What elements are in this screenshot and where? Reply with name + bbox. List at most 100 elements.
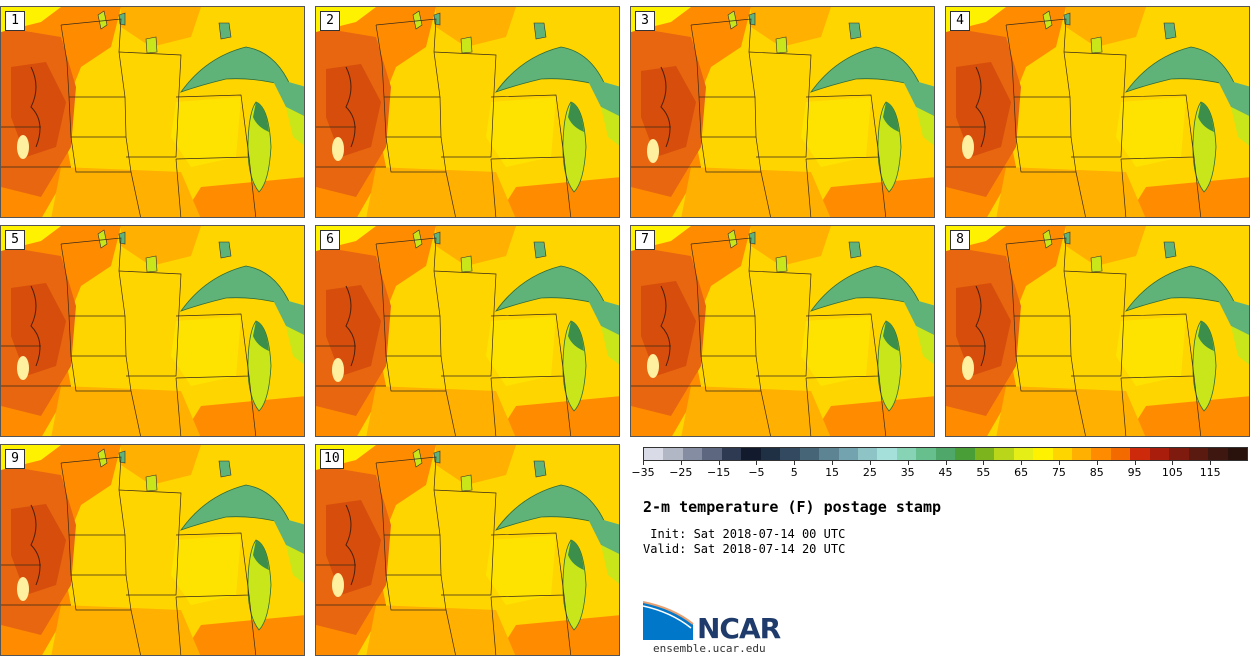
temperature-map <box>1 445 304 655</box>
member-map-panel: 3 <box>630 6 935 218</box>
temperature-map <box>631 226 934 436</box>
colorbar-tick <box>1172 461 1174 465</box>
colorbar-swatch <box>1208 448 1228 460</box>
colorbar-tick <box>983 461 985 465</box>
colorbar-swatch <box>1071 448 1092 460</box>
colorbar-tick-label: 105 <box>1161 466 1183 479</box>
init-time: Init: Sat 2018-07-14 00 UTC <box>643 527 846 541</box>
colorbar-swatch <box>1227 448 1248 460</box>
member-map-panel: 1 <box>0 6 305 218</box>
colorbar-swatch <box>644 448 664 460</box>
colorbar-swatch <box>1091 448 1111 460</box>
colorbar-tick-label: 45 <box>938 466 953 479</box>
colorbar-swatch <box>877 448 897 460</box>
colorbar-tick-label: 95 <box>1127 466 1142 479</box>
colorbar-swatch <box>955 448 975 460</box>
member-number-label: 6 <box>320 230 340 250</box>
temperature-map <box>631 7 934 217</box>
member-map-panel: 9 <box>0 444 305 656</box>
colorbar-swatch <box>721 448 742 460</box>
member-map-panel: 2 <box>315 6 620 218</box>
colorbar-tick <box>643 461 644 465</box>
colorbar-tick <box>1210 461 1212 465</box>
colorbar-swatch <box>760 448 781 460</box>
logo-url: ensemble.ucar.edu <box>653 642 766 655</box>
colorbar-tick <box>680 461 682 465</box>
temperature-map <box>316 445 619 655</box>
colorbar-tick <box>794 461 796 465</box>
colorbar-swatch <box>1013 448 1034 460</box>
colorbar-swatch <box>974 448 995 460</box>
colorbar-swatch <box>857 448 878 460</box>
member-number-label: 4 <box>950 11 970 31</box>
colorbar-tick-label: 15 <box>825 466 840 479</box>
member-number-label: 2 <box>320 11 340 31</box>
colorbar-swatch <box>1110 448 1131 460</box>
member-map-panel: 7 <box>630 225 935 437</box>
colorbar-tick-label: 55 <box>976 466 991 479</box>
temperature-map <box>1 7 304 217</box>
colorbar-swatch <box>1033 448 1053 460</box>
colorbar-tick-label: 5 <box>790 466 798 479</box>
member-number-label: 3 <box>635 11 655 31</box>
colorbar-swatch <box>799 448 820 460</box>
member-map-panel: 10 <box>315 444 620 656</box>
valid-time: Valid: Sat 2018-07-14 20 UTC <box>643 542 846 556</box>
colorbar-tick-label: 85 <box>1089 466 1104 479</box>
colorbar-tick-label: 115 <box>1199 466 1221 479</box>
colorbar-swatch <box>838 448 858 460</box>
colorbar-swatch <box>819 448 839 460</box>
temperature-map <box>946 226 1249 436</box>
member-number-label: 1 <box>5 11 25 31</box>
member-map-panel: 6 <box>315 225 620 437</box>
colorbar-tick-label: −5 <box>748 466 765 479</box>
member-map-panel: 8 <box>945 225 1250 437</box>
ncar-logo-text: NCAR <box>697 612 781 645</box>
colorbar-swatch <box>1052 448 1072 460</box>
member-number-label: 10 <box>320 449 344 469</box>
colorbar-swatch <box>916 448 936 460</box>
colorbar-tick <box>1021 461 1023 465</box>
colorbar <box>643 447 1248 461</box>
colorbar-swatch <box>935 448 956 460</box>
member-number-label: 8 <box>950 230 970 250</box>
colorbar-tick <box>869 461 871 465</box>
colorbar-swatch <box>780 448 800 460</box>
colorbar-tick <box>1058 461 1060 465</box>
colorbar-tick <box>945 461 947 465</box>
colorbar-tick-label: −25 <box>669 466 693 479</box>
colorbar-swatch <box>663 448 683 460</box>
colorbar-tick-label: −15 <box>707 466 731 479</box>
colorbar-swatch <box>1149 448 1170 460</box>
colorbar-tick <box>718 461 720 465</box>
temperature-map <box>1 226 304 436</box>
ncar-logo-icon <box>643 601 694 640</box>
plot-title: 2-m temperature (F) postage stamp <box>643 498 942 516</box>
colorbar-tick <box>907 461 909 465</box>
colorbar-swatch <box>994 448 1014 460</box>
temperature-map <box>946 7 1249 217</box>
colorbar-tick-label: 65 <box>1014 466 1029 479</box>
member-number-label: 5 <box>5 230 25 250</box>
colorbar-swatch <box>741 448 761 460</box>
colorbar-tick <box>756 461 758 465</box>
colorbar-swatch <box>1169 448 1189 460</box>
colorbar-tick <box>832 461 834 465</box>
member-number-label: 7 <box>635 230 655 250</box>
member-number-label: 9 <box>5 449 25 469</box>
colorbar-tick-label: −35 <box>631 466 655 479</box>
colorbar-swatch <box>682 448 703 460</box>
colorbar-swatch <box>1130 448 1150 460</box>
temperature-map <box>316 7 619 217</box>
colorbar-ticks: −35 −25 −15 −5 5 15 25 35 45 55 65 75 85 95 105 115 <box>631 461 1248 481</box>
temperature-map <box>316 226 619 436</box>
colorbar-tick-label: 75 <box>1051 466 1066 479</box>
colorbar-tick <box>1134 461 1136 465</box>
colorbar-tick-label: 35 <box>900 466 915 479</box>
colorbar-tick-label: 25 <box>862 466 877 479</box>
colorbar-swatch <box>896 448 917 460</box>
member-map-panel: 5 <box>0 225 305 437</box>
member-map-panel: 4 <box>945 6 1250 218</box>
colorbar-swatch <box>1188 448 1209 460</box>
colorbar-swatch <box>702 448 722 460</box>
